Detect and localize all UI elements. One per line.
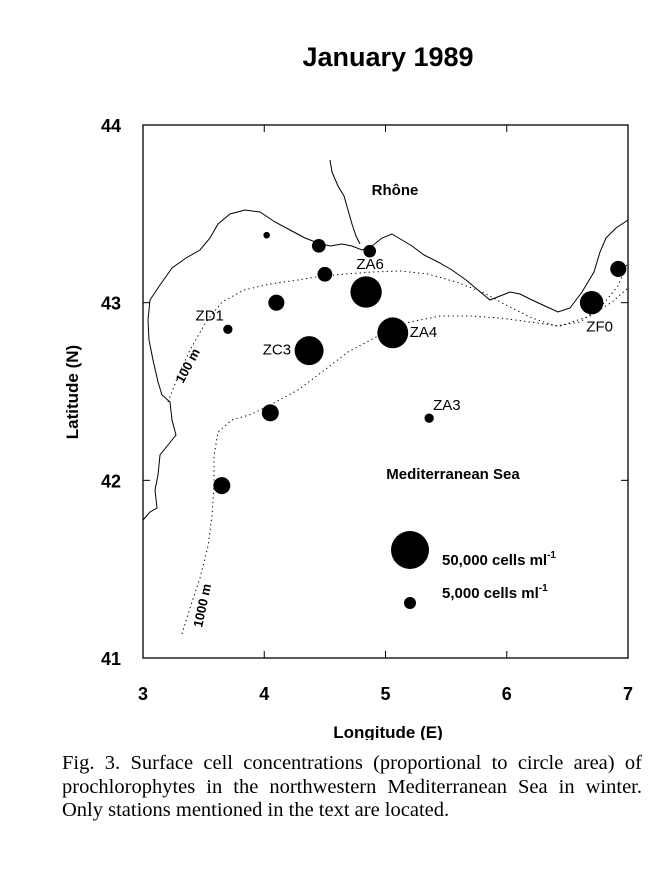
sea-label: Mediterranean Sea — [386, 466, 520, 483]
map-frame — [142, 124, 629, 659]
figure-caption: Fig. 3. Surface cell concentrations (pro… — [62, 752, 642, 821]
x-tick-label: 5 — [380, 684, 390, 704]
station-label-za3: ZA3 — [433, 397, 461, 414]
y-tick-label: 42 — [101, 471, 121, 491]
station-marker — [317, 266, 333, 282]
station-marker — [261, 404, 279, 422]
y-tick-label: 43 — [101, 294, 121, 314]
river-label: Rhône — [372, 182, 419, 199]
legend-sup-small: -1 — [539, 583, 548, 594]
legend-sup-large: -1 — [547, 550, 556, 561]
station-marker — [263, 231, 270, 239]
legend-circle-small — [403, 596, 417, 610]
legend-label-small: 5,000 cells ml-1 — [442, 583, 548, 602]
station-marker-zf0 — [579, 290, 604, 315]
legend-label-large: 50,000 cells ml-1 — [442, 550, 556, 569]
map-axes: 3 4 5 6 7 41 42 43 44 — [101, 116, 633, 704]
station-label-za4: ZA4 — [410, 324, 438, 341]
x-axis-label: Longitude (E) — [333, 723, 443, 740]
y-tick-label: 41 — [101, 649, 121, 669]
map-figure: January 1989 Rhône Mediterranean Sea 100… — [63, 42, 633, 740]
station-marker — [213, 477, 231, 495]
x-tick-label: 3 — [138, 684, 148, 704]
station-marker-za6 — [350, 276, 382, 308]
station-marker — [610, 260, 627, 277]
y-tick-label: 44 — [101, 116, 121, 136]
map-title: January 1989 — [302, 42, 473, 72]
station-markers: ZD1 ZC3 ZA6 ZA4 ZA3 ZF0 — [196, 231, 627, 495]
station-label-zf0: ZF0 — [586, 319, 613, 336]
legend: 50,000 cells ml-1 5,000 cells ml-1 — [391, 531, 556, 610]
station-marker-zc3 — [294, 336, 324, 366]
station-marker-za3 — [424, 413, 434, 423]
station-marker — [363, 244, 377, 258]
legend-circle-large — [391, 531, 429, 569]
x-tick-label: 6 — [502, 684, 512, 704]
x-tick-label: 7 — [623, 684, 633, 704]
station-marker-za4 — [377, 317, 409, 349]
station-label-zd1: ZD1 — [196, 307, 224, 324]
station-label-za6: ZA6 — [356, 256, 384, 273]
isobath-1000m-label: 1000 m — [190, 582, 214, 628]
station-marker-zd1 — [223, 324, 233, 334]
y-axis-label: Latitude (N) — [63, 345, 82, 439]
isobath-100m-label: 100 m — [172, 346, 203, 386]
station-marker — [268, 294, 285, 311]
isobath-1000m — [181, 287, 629, 635]
station-marker — [311, 238, 326, 253]
x-tick-label: 4 — [259, 684, 269, 704]
rhone-river — [329, 159, 361, 245]
station-label-zc3: ZC3 — [263, 342, 291, 359]
